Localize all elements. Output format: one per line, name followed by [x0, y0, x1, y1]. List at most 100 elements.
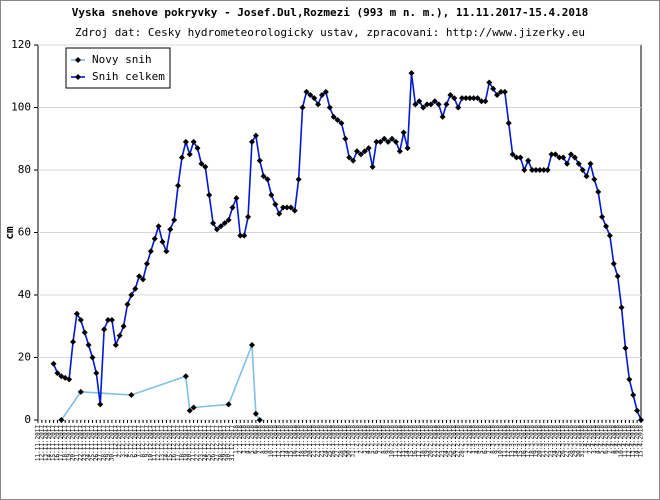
- point-marker: [175, 182, 182, 189]
- point-marker: [478, 98, 485, 105]
- x-tick-label: 6.1.2018: [252, 425, 259, 454]
- point-marker: [81, 329, 88, 336]
- x-tick-label: 13.11.2017: [42, 425, 49, 462]
- point-marker: [606, 232, 613, 239]
- point-marker: [408, 70, 415, 77]
- x-tick-label: 7.12.2017: [136, 425, 143, 458]
- point-marker: [544, 167, 551, 173]
- x-tick-label: 17.3.2018: [525, 425, 532, 458]
- point-marker: [245, 213, 252, 220]
- x-tick-label: 11.1.2018: [272, 425, 279, 458]
- point-marker: [509, 151, 516, 158]
- point-marker: [560, 154, 567, 161]
- point-marker: [128, 292, 135, 298]
- point-marker: [536, 167, 543, 173]
- x-tick-label: 6.2.2018: [373, 425, 380, 454]
- x-tick-label: 14.11.2017: [46, 425, 53, 462]
- point-marker: [365, 145, 372, 152]
- point-marker: [54, 370, 61, 377]
- point-marker: [412, 101, 419, 108]
- point-marker: [89, 354, 96, 361]
- point-marker: [315, 101, 322, 108]
- point-marker: [163, 248, 170, 255]
- point-marker: [638, 417, 644, 423]
- point-marker: [112, 342, 119, 348]
- x-tick-label: 5.1.2018: [248, 425, 255, 454]
- y-tick-label: 120: [11, 38, 31, 51]
- x-tick-label: 12.4.2018: [626, 425, 633, 458]
- y-tick-label: 80: [18, 163, 31, 176]
- x-tick-label: 4.3.2018: [474, 425, 481, 454]
- point-marker: [295, 176, 302, 183]
- x-tick-label: 23.12.2017: [198, 425, 205, 462]
- point-marker: [322, 88, 329, 95]
- point-marker: [116, 332, 123, 339]
- point-marker: [424, 101, 431, 108]
- point-marker: [108, 317, 115, 323]
- x-tick-label: 9.4.2018: [614, 425, 621, 454]
- point-marker: [77, 388, 84, 395]
- point-marker: [326, 104, 333, 111]
- point-marker: [198, 160, 205, 167]
- x-tick-label: 16.12.2017: [171, 425, 178, 462]
- point-marker: [311, 95, 318, 102]
- point-marker: [276, 210, 283, 217]
- point-marker: [272, 201, 279, 208]
- point-marker: [579, 167, 586, 173]
- x-tick-label: 15.3.2018: [517, 425, 524, 458]
- point-marker: [206, 192, 213, 198]
- x-tick-label: 2.12.2017: [116, 425, 123, 458]
- point-marker: [213, 226, 220, 233]
- x-tick-label: 17.1.2018: [295, 425, 302, 458]
- point-marker: [225, 401, 232, 408]
- x-tick-label: 15.4.2018: [638, 425, 645, 458]
- point-marker: [385, 138, 392, 145]
- x-tick-label: 22.12.2017: [194, 425, 201, 462]
- x-tick-label: 22.1.2018: [315, 425, 322, 458]
- x-tick-label: 1.4.2018: [583, 425, 590, 454]
- x-tick-label: 16.3.2018: [521, 425, 528, 458]
- x-tick-label: 20.2.2018: [427, 425, 434, 458]
- x-tick-label: 11.3.2018: [501, 425, 508, 458]
- point-marker: [583, 173, 590, 180]
- point-marker: [217, 223, 224, 230]
- point-marker: [602, 223, 609, 230]
- x-tick-label: 1.1.2018: [233, 425, 240, 454]
- point-marker: [338, 120, 345, 127]
- point-marker: [252, 410, 259, 417]
- x-tick-label: 28.11.2017: [101, 425, 108, 462]
- point-marker: [260, 173, 267, 180]
- x-tick-label: 23.1.2018: [318, 425, 325, 458]
- x-tick-label: 1.3.2018: [462, 425, 469, 454]
- x-tick-label: 18.2.2018: [420, 425, 427, 458]
- point-marker: [190, 138, 197, 145]
- x-tick-label: 19.1.2018: [303, 425, 310, 458]
- x-tick-label: 10.2.2018: [389, 425, 396, 458]
- point-marker: [392, 138, 399, 145]
- point-marker: [93, 370, 100, 377]
- point-marker: [307, 92, 314, 98]
- x-tick-label: 5.2.2018: [369, 425, 376, 454]
- x-tick-label: 21.12.2017: [190, 425, 197, 462]
- point-marker: [626, 376, 633, 383]
- x-tick-label: 4.4.2018: [595, 425, 602, 454]
- point-marker: [599, 213, 606, 220]
- x-tick-label: 17.11.2017: [58, 425, 65, 462]
- x-tick-label: 24.11.2017: [85, 425, 92, 462]
- x-tick-label: 11.2.2018: [392, 425, 399, 458]
- x-tick-label: 26.12.2017: [210, 425, 217, 462]
- x-tick-label: 30.3.2018: [575, 425, 582, 458]
- x-tick-label: 27.2.2018: [455, 425, 462, 458]
- point-marker: [151, 235, 158, 242]
- x-tick-label: 17.2.2018: [416, 425, 423, 458]
- x-tick-label: 8.2.2018: [381, 425, 388, 454]
- x-tick-label: 6.3.2018: [482, 425, 489, 454]
- x-tick-label: 5.12.2017: [128, 425, 135, 458]
- chart-subtitle: Zdroj dat: Cesky hydrometeorologicky ust…: [75, 26, 585, 39]
- point-marker: [186, 407, 193, 414]
- point-marker: [147, 248, 154, 255]
- x-tick-label: 12.11.2017: [38, 425, 45, 462]
- point-marker: [622, 345, 629, 352]
- x-tick-label: 16.2.2018: [412, 425, 419, 458]
- x-tick-label: 12.12.2017: [155, 425, 162, 462]
